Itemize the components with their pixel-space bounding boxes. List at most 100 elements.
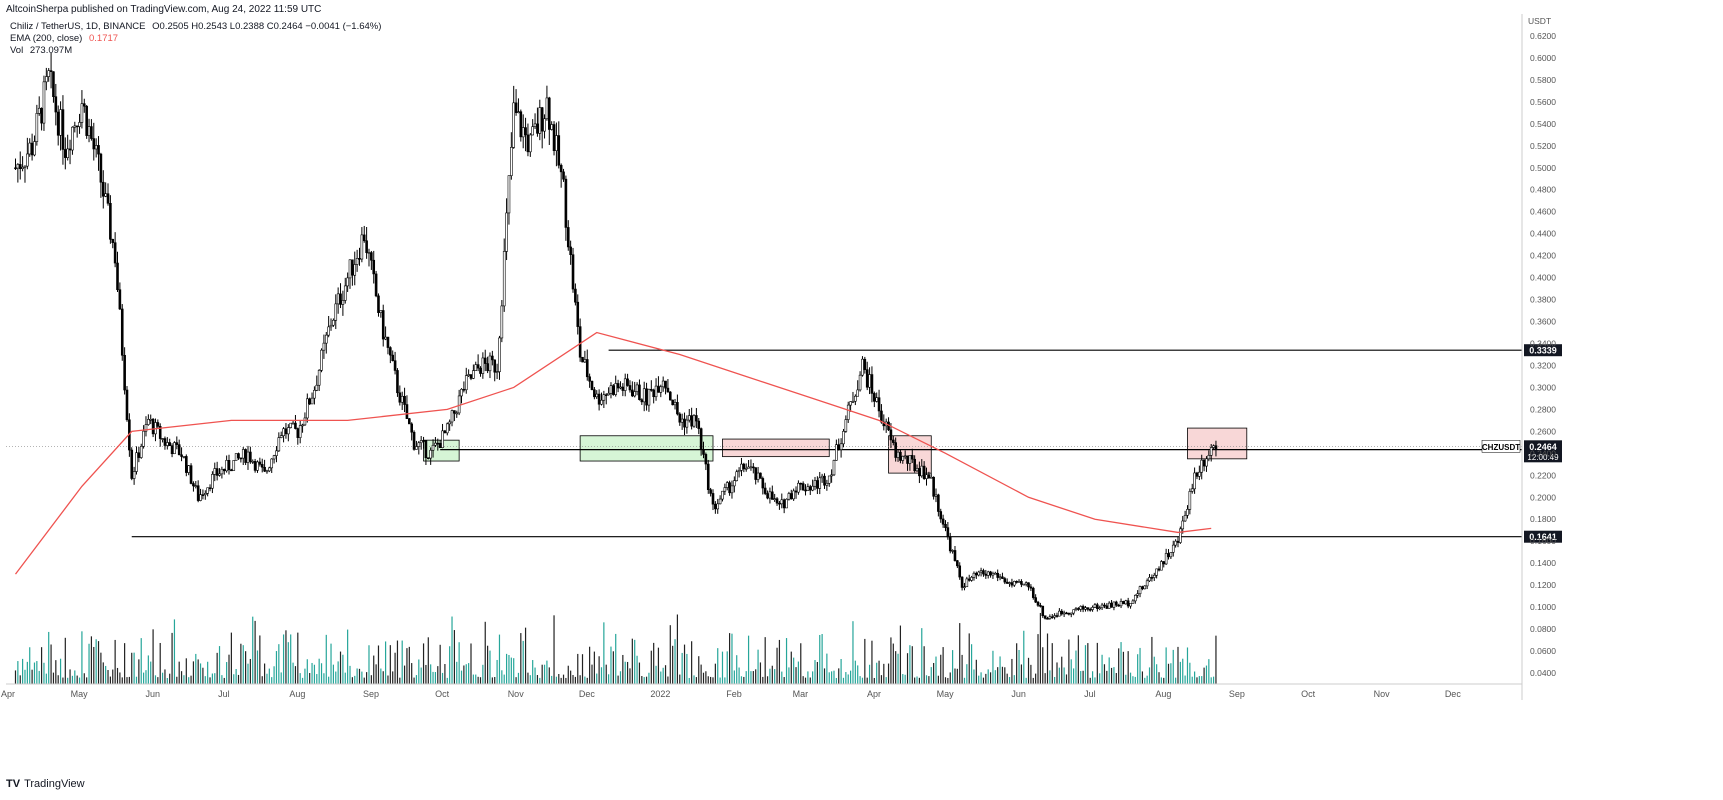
- y-tick-label: 0.1200: [1530, 580, 1556, 590]
- price-candle: [792, 488, 795, 501]
- price-candle: [808, 484, 812, 495]
- price-candle: [343, 277, 347, 304]
- volume-bar: [788, 667, 790, 684]
- resistance-zone[interactable]: [1187, 427, 1248, 460]
- price-candle: [614, 375, 618, 397]
- price-candle: [526, 123, 530, 157]
- price-candle: [398, 385, 402, 406]
- volume-bar: [762, 676, 764, 684]
- price-candle: [327, 315, 330, 338]
- x-tick-label: Aug: [289, 689, 305, 699]
- volume-bar: [857, 665, 859, 684]
- price-candle: [612, 384, 615, 396]
- volume-bar: [88, 643, 90, 684]
- volume-bar: [643, 677, 645, 684]
- price-candle: [460, 388, 463, 404]
- price-candle: [922, 461, 926, 480]
- volume-bar: [43, 662, 45, 684]
- x-tick-label: Sep: [363, 689, 379, 699]
- price-layer: [14, 52, 1218, 620]
- price-candle: [346, 272, 349, 292]
- volume-bar: [942, 647, 944, 684]
- volume-bar: [176, 676, 178, 684]
- price-candle: [773, 493, 776, 502]
- price-candle: [322, 334, 326, 359]
- volume-bar: [698, 656, 700, 684]
- volume-bar: [906, 653, 909, 684]
- price-candle: [699, 427, 703, 456]
- ema-line[interactable]: [14, 331, 1212, 575]
- volume-bar: [724, 677, 726, 684]
- volume-bar: [97, 641, 100, 684]
- volume-bar: [631, 638, 633, 684]
- volume-legend[interactable]: Vol 273.097M: [10, 45, 72, 56]
- price-candle: [118, 282, 122, 311]
- symbol-name[interactable]: Chiliz / TetherUS, 1D, BINANCE: [10, 21, 146, 32]
- volume-bar: [90, 636, 93, 684]
- resistance-zone[interactable]: [722, 438, 830, 458]
- volume-bar: [230, 632, 232, 684]
- volume-bar: [1082, 670, 1084, 684]
- volume-bar: [883, 663, 885, 684]
- volume-bar: [124, 643, 126, 684]
- support-zone[interactable]: [579, 435, 714, 462]
- price-candle: [52, 71, 55, 103]
- price-candle: [130, 447, 134, 481]
- volume-value: 273.097M: [29, 45, 73, 56]
- price-candle: [1176, 536, 1180, 548]
- price-candle: [120, 304, 124, 361]
- volume-bar: [444, 664, 446, 684]
- volume-bar: [866, 677, 868, 684]
- price-candle: [899, 449, 902, 464]
- volume-bar: [664, 665, 667, 684]
- y-tick-label: 0.4200: [1530, 251, 1556, 261]
- price-candle: [436, 438, 440, 451]
- price-candle: [1164, 548, 1168, 565]
- y-tick-label: 0.5200: [1530, 141, 1556, 151]
- volume-bar: [311, 662, 313, 684]
- price-candle: [593, 387, 596, 400]
- volume-bar: [755, 669, 757, 684]
- price-candle: [301, 423, 304, 433]
- volume-bar: [669, 625, 671, 684]
- price-candle: [64, 137, 67, 170]
- ema-legend[interactable]: EMA (200, close) 0.1717: [10, 33, 118, 44]
- price-candle: [73, 121, 77, 133]
- price-candle: [144, 416, 148, 437]
- volume-bar: [297, 632, 299, 684]
- price-candle: [249, 446, 252, 464]
- volume-bar: [968, 633, 970, 684]
- price-candle: [175, 436, 179, 450]
- price-candle: [1020, 579, 1023, 588]
- price-candle: [1112, 601, 1116, 611]
- volume-bar: [672, 645, 674, 684]
- volume-bar: [880, 675, 883, 684]
- price-candle: [723, 483, 727, 496]
- volume-layer: [14, 612, 1217, 684]
- price-candle: [683, 412, 686, 436]
- volume-bar: [1106, 670, 1108, 684]
- level-badge: [1524, 530, 1562, 543]
- volume-bar: [207, 661, 209, 684]
- price-candle: [483, 349, 487, 372]
- volume-bar: [263, 663, 266, 684]
- volume-bar: [1125, 674, 1127, 684]
- y-tick-label: 0.0600: [1530, 646, 1556, 656]
- volume-bar: [240, 643, 242, 684]
- price-candle: [626, 373, 629, 387]
- volume-bar: [1158, 672, 1160, 684]
- volume-bar: [271, 677, 273, 684]
- volume-bar: [914, 677, 916, 684]
- price-candle: [547, 96, 551, 145]
- price-candle: [232, 460, 236, 471]
- volume-bar: [524, 627, 527, 684]
- volume-bar: [1089, 677, 1091, 684]
- volume-bar: [36, 661, 38, 684]
- price-candle: [1015, 580, 1018, 584]
- x-tick-label: Oct: [1301, 689, 1316, 699]
- volume-bar: [944, 677, 947, 684]
- price-candle: [457, 389, 461, 416]
- volume-bar: [619, 671, 622, 684]
- price-candle: [424, 440, 428, 465]
